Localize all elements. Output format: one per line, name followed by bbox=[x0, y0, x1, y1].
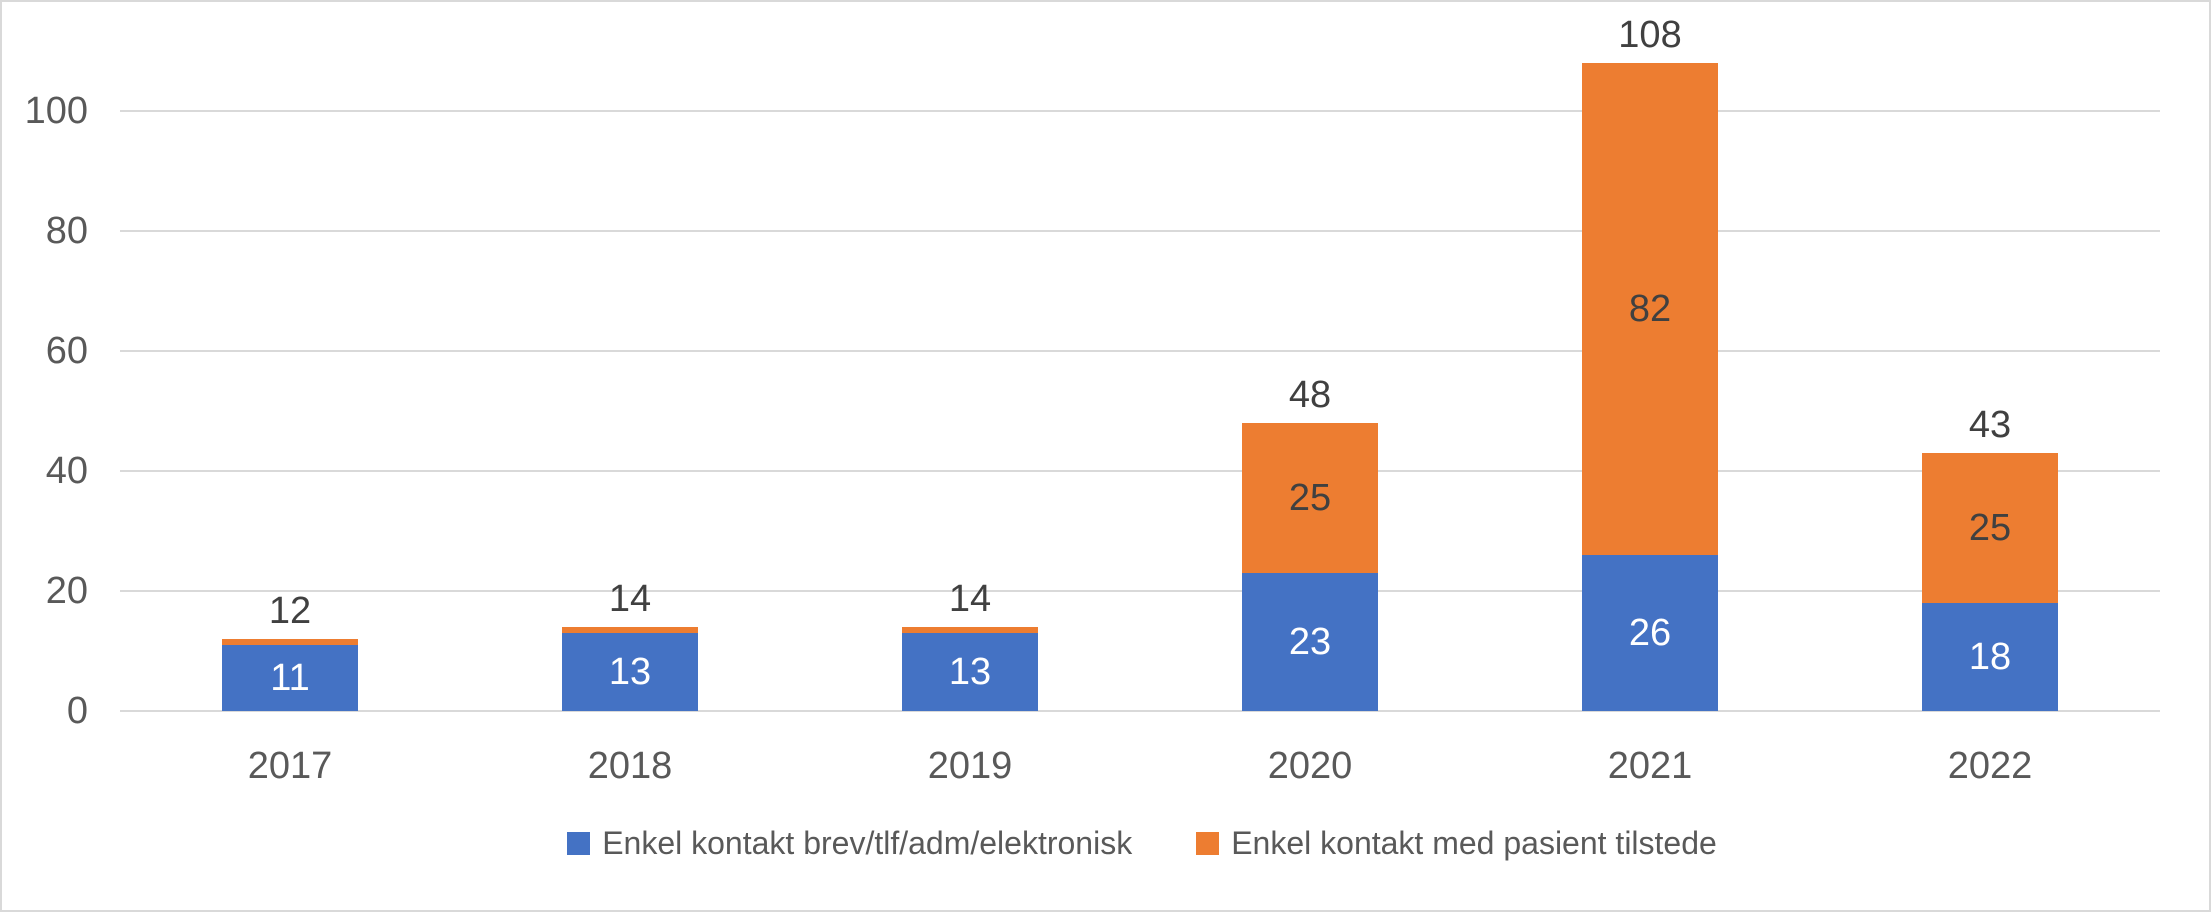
total-data-label: 48 bbox=[1288, 374, 1332, 416]
gridline-y40 bbox=[120, 470, 2160, 472]
segment-data-label: 23 bbox=[1288, 621, 1332, 663]
gridline-y60 bbox=[120, 350, 2160, 352]
segment-data-label: 13 bbox=[608, 651, 652, 693]
y-axis-tick-label: 40 bbox=[45, 450, 88, 492]
segment-data-label: 13 bbox=[948, 651, 992, 693]
bar-segment-blue bbox=[562, 633, 698, 711]
bar-segment-orange bbox=[1582, 63, 1718, 555]
segment-data-label: 25 bbox=[1968, 507, 2012, 549]
legend-item-orange-series: Enkel kontakt med pasient tilstede bbox=[1196, 824, 1717, 862]
y-axis-tick-label: 80 bbox=[45, 210, 88, 252]
bar-segment-blue bbox=[1242, 573, 1378, 711]
y-axis-tick-label: 20 bbox=[45, 570, 88, 612]
y-axis-tick-label: 60 bbox=[45, 330, 88, 372]
y-axis-tick-label: 0 bbox=[66, 690, 88, 732]
gridline-y20 bbox=[120, 590, 2160, 592]
x-axis-category-label: 2020 bbox=[1267, 745, 1353, 787]
legend-series-label: Enkel kontakt brev/tlf/adm/elektronisk bbox=[602, 825, 1133, 861]
bar-segment-orange bbox=[562, 627, 698, 633]
total-data-label: 12 bbox=[268, 590, 312, 632]
total-data-label: 14 bbox=[608, 578, 652, 620]
segment-data-label: 25 bbox=[1288, 477, 1332, 519]
bar-segment-blue bbox=[222, 645, 358, 711]
gridline-y80 bbox=[120, 230, 2160, 232]
bar-segment-orange bbox=[902, 627, 1038, 633]
bar-segment-blue bbox=[1582, 555, 1718, 711]
bar-segment-orange bbox=[1922, 453, 2058, 603]
bar-segment-blue bbox=[902, 633, 1038, 711]
y-axis-tick-label: 100 bbox=[24, 90, 88, 132]
x-axis-category-label: 2019 bbox=[927, 745, 1013, 787]
x-axis-category-label: 2018 bbox=[587, 745, 673, 787]
total-data-label: 43 bbox=[1968, 404, 2012, 446]
bar-segment-orange bbox=[222, 639, 358, 645]
gridline-y0 bbox=[120, 710, 2160, 712]
legend-series-label: Enkel kontakt med pasient tilstede bbox=[1231, 825, 1717, 861]
total-data-label: 14 bbox=[948, 578, 992, 620]
bar-segment-orange bbox=[1242, 423, 1378, 573]
x-axis-category-label: 2022 bbox=[1947, 745, 2033, 787]
gridline-y100 bbox=[120, 110, 2160, 112]
bar-segment-blue bbox=[1922, 603, 2058, 711]
segment-data-label: 11 bbox=[270, 657, 310, 699]
segment-data-label: 26 bbox=[1628, 612, 1672, 654]
segment-data-label: 82 bbox=[1628, 288, 1672, 330]
segment-data-label: 18 bbox=[1968, 636, 2012, 678]
total-data-label: 108 bbox=[1618, 14, 1682, 56]
x-axis-category-label: 2017 bbox=[247, 745, 333, 787]
legend-item-blue-series: Enkel kontakt brev/tlf/adm/elektronisk bbox=[567, 824, 1132, 862]
x-axis-category-label: 2021 bbox=[1607, 745, 1693, 787]
legend: Enkel kontakt brev/tlf/adm/elektronisk En… bbox=[122, 824, 2162, 862]
legend-color-swatch-icon bbox=[567, 831, 591, 855]
legend-color-swatch-icon bbox=[1196, 831, 1220, 855]
